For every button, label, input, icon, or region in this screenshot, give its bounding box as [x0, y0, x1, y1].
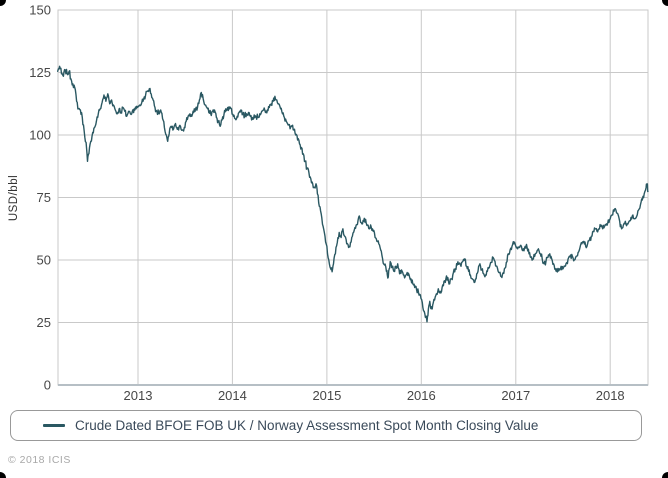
line-swatch-icon	[43, 424, 65, 427]
y-tick-label: 0	[44, 378, 51, 393]
screen-corner-artifact	[662, 472, 668, 478]
y-tick-label: 150	[29, 3, 51, 18]
x-tick-label: 2015	[312, 388, 341, 403]
copyright-text: © 2018 ICIS	[8, 454, 71, 466]
legend-label: Crude Dated BFOE FOB UK / Norway Assessm…	[75, 418, 539, 433]
screen-corner-artifact	[662, 0, 668, 6]
x-tick-label: 2016	[407, 388, 436, 403]
y-axis-title: USD/bbl	[8, 174, 20, 222]
price-line	[57, 65, 649, 323]
screen-corner-artifact	[0, 472, 6, 478]
x-tick-label: 2018	[596, 388, 625, 403]
x-tick-label: 2013	[124, 388, 153, 403]
x-tick-label: 2017	[501, 388, 530, 403]
price-chart: 0 25 50 75 100 125 150 2013 2014 2015 2016 2017 2018…	[8, 3, 649, 403]
y-tick-label: 25	[37, 315, 51, 330]
y-tick-label: 125	[29, 65, 51, 80]
y-tick-label: 75	[37, 190, 51, 205]
y-tick-label: 100	[29, 128, 51, 143]
screen-corner-artifact	[0, 0, 6, 6]
x-tick-label: 2014	[218, 388, 247, 403]
legend: Crude Dated BFOE FOB UK / Norway Assessm…	[10, 410, 642, 441]
y-tick-label: 50	[37, 253, 51, 268]
price-chart-canvas: 0 25 50 75 100 125 150 2013 2014 2015 2016 2017 2018	[29, 3, 649, 403]
